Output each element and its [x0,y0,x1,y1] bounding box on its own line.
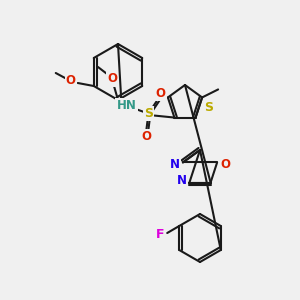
Text: O: O [155,87,165,100]
Text: S: S [144,107,153,120]
Text: O: O [141,130,152,143]
Text: O: O [66,74,76,86]
Text: F: F [156,227,164,241]
Text: O: O [107,73,117,85]
Text: S: S [204,101,213,114]
Text: N: N [176,174,186,187]
Text: N: N [170,158,180,171]
Text: HN: HN [116,99,136,112]
Text: O: O [220,158,230,171]
